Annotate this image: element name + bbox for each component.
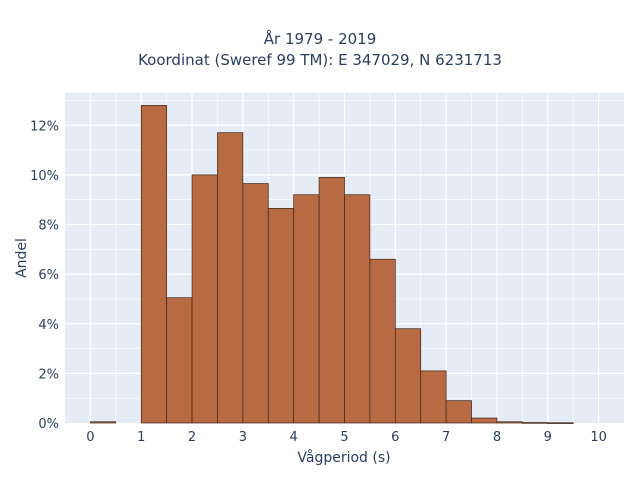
x-tick-label: 6	[391, 430, 399, 445]
histogram-bar	[394, 328, 422, 424]
histogram-bar	[293, 194, 320, 424]
histogram-bar	[191, 174, 218, 424]
x-tick-label: 10	[590, 430, 607, 445]
histogram-bar	[267, 208, 295, 424]
histogram-bar	[217, 132, 244, 424]
y-tick-labels: 0% 2% 4% 6% 8% 10% 12%	[30, 119, 59, 432]
x-tick-label: 2	[188, 430, 196, 445]
histogram-bar	[471, 417, 498, 424]
y-tick-label: 4%	[38, 318, 59, 333]
y-tick-label: 12%	[30, 119, 59, 134]
x-tick-label: 0	[86, 430, 94, 445]
histogram-bar	[496, 421, 523, 424]
histogram-bar	[369, 258, 396, 424]
histogram-bar	[445, 400, 472, 424]
y-tick-label: 2%	[38, 367, 59, 382]
chart-title-line-2: Koordinat (Sweref 99 TM): E 347029, N 62…	[138, 51, 502, 69]
x-tick-label: 3	[239, 430, 247, 445]
y-axis-label: Andel	[14, 238, 30, 278]
x-tick-label: 1	[137, 430, 145, 445]
x-tick-labels: 0 1 2 3 4 5 6 7 8 9 10	[86, 430, 607, 445]
histogram-bar	[344, 194, 371, 424]
chart-title-line-1: År 1979 - 2019	[263, 30, 377, 48]
x-axis-label: Vågperiod (s)	[297, 449, 390, 466]
y-tick-label: 0%	[38, 417, 59, 432]
x-tick-label: 7	[442, 430, 450, 445]
histogram-bar	[547, 422, 574, 424]
bars-layer	[90, 105, 574, 424]
y-tick-label: 10%	[30, 169, 59, 184]
x-tick-label: 5	[340, 430, 348, 445]
histogram-bar	[166, 297, 193, 424]
histogram-bar	[318, 177, 345, 424]
histogram-bar	[140, 105, 167, 424]
y-tick-label: 8%	[38, 219, 59, 234]
histogram-bar	[242, 183, 269, 424]
x-tick-label: 8	[493, 430, 501, 445]
histogram-bar	[90, 421, 117, 424]
y-tick-label: 6%	[38, 268, 59, 283]
x-tick-label: 9	[544, 430, 552, 445]
histogram-bar	[522, 422, 549, 424]
histogram-bar	[420, 370, 447, 424]
x-tick-label: 4	[290, 430, 298, 445]
